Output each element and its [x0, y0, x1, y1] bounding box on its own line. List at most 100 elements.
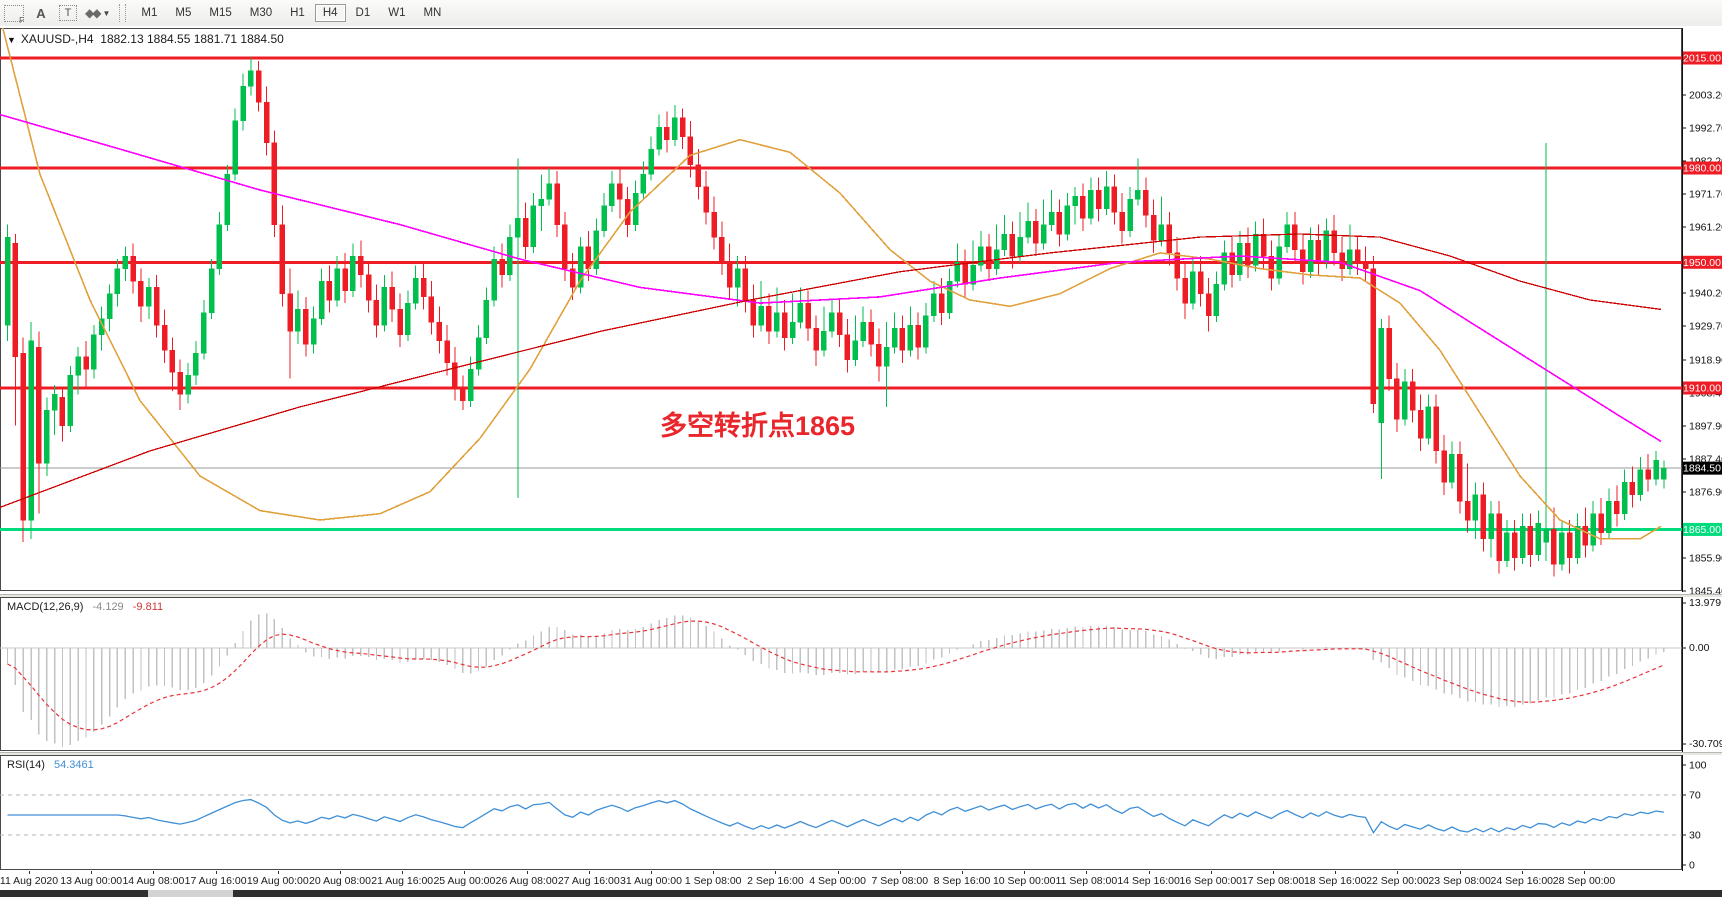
bottom-scrollbar[interactable]	[0, 890, 1722, 897]
time-label: 13 Aug 00:00	[60, 875, 123, 887]
time-tick	[899, 871, 901, 874]
svg-text:2015.00: 2015.00	[1683, 53, 1721, 65]
ma-magenta	[0, 113, 1662, 443]
timeframe-button-h1[interactable]: H1	[290, 7, 305, 19]
svg-text:1992.70: 1992.70	[1689, 123, 1722, 135]
symbol-dropdown-icon[interactable]: ▼	[7, 35, 16, 45]
candles	[0, 28, 1667, 577]
text-a-icon[interactable]: A	[36, 5, 46, 21]
dropdown-caret-icon[interactable]: ▼	[102, 8, 111, 18]
time-tick	[1521, 871, 1523, 874]
svg-text:-30.709: -30.709	[1689, 738, 1722, 750]
time-tick	[1459, 871, 1461, 874]
svg-text:13.979: 13.979	[1689, 597, 1721, 609]
svg-text:1918.90: 1918.90	[1689, 355, 1722, 367]
toolbar-grip[interactable]	[119, 4, 127, 22]
time-label: 14 Aug 08:00	[122, 875, 185, 887]
timeframe-button-m30[interactable]: M30	[249, 7, 273, 19]
time-tick	[1210, 871, 1212, 874]
time-tick	[651, 871, 652, 874]
svg-text:1940.20: 1940.20	[1689, 288, 1722, 300]
time-tick	[1148, 871, 1150, 874]
rsi-canvas[interactable]: 100 70 30 0	[0, 755, 1722, 872]
macd-panel[interactable]: 13.979 0.00 -30.709 MACD(12,26,9) -4.129 -…	[0, 597, 1722, 752]
macd-label: MACD(12,26,9) -4.129 -9.811	[7, 601, 164, 613]
time-tick	[588, 871, 590, 874]
time-tick	[713, 871, 715, 874]
svg-text:1865.00: 1865.00	[1683, 524, 1721, 536]
macd-main-value: -4.129	[92, 601, 124, 613]
time-label: 25 Aug 00:00	[433, 875, 496, 887]
text-label-icon[interactable]: T	[56, 2, 80, 24]
cursor-arrows-icon[interactable]: ◆◆ ▼	[85, 6, 111, 20]
time-label: 4 Sep 00:00	[809, 875, 866, 887]
rsi-panel[interactable]: 100 70 30 0 RSI(14) 54.3461	[0, 755, 1722, 872]
time-tick	[1584, 871, 1585, 874]
timeframe-button-mn[interactable]: MN	[423, 7, 442, 19]
svg-text:30: 30	[1689, 830, 1701, 842]
svg-text:0.00: 0.00	[1689, 642, 1710, 654]
time-tick	[1273, 871, 1274, 874]
time-label: 17 Sep 08:00	[1241, 875, 1305, 887]
svg-text:1950.00: 1950.00	[1683, 257, 1721, 269]
time-label: 22 Sep 00:00	[1366, 875, 1429, 887]
ma-orange	[1, 28, 1662, 540]
svg-text:1961.20: 1961.20	[1689, 222, 1722, 234]
symbol-ohlc-header: ▼ XAUUSD-,H4 1882.13 1884.55 1881.71 1884…	[7, 32, 284, 46]
time-label: 2 Sep 16:00	[747, 875, 804, 887]
time-label: 7 Sep 08:00	[871, 875, 929, 887]
svg-text:1897.90: 1897.90	[1689, 421, 1722, 433]
time-tick	[1335, 871, 1337, 874]
timeframe-button-h4[interactable]: H4	[314, 4, 346, 22]
time-tick	[1086, 871, 1088, 874]
price-chart-panel[interactable]: 2003.201992.701982.201971.701961.201940.…	[0, 26, 1722, 598]
svg-text:100: 100	[1689, 760, 1707, 772]
time-label: 27 Aug 16:00	[557, 875, 620, 887]
time-label: 17 Aug 16:00	[184, 875, 247, 887]
macd-signal-value: -9.811	[132, 601, 164, 613]
scrollbar-thumb[interactable]	[148, 890, 233, 897]
time-tick	[277, 871, 279, 874]
ohlc-values: 1882.13 1884.55 1881.71 1884.50	[100, 32, 284, 46]
ma-red	[0, 233, 1662, 509]
svg-text:1845.40: 1845.40	[1689, 586, 1722, 594]
time-label: 8 Sep 16:00	[933, 875, 991, 887]
time-tick	[91, 871, 93, 874]
time-tick	[153, 871, 155, 874]
timeframe-button-w1[interactable]: W1	[388, 7, 406, 19]
time-label: 19 Aug 00:00	[246, 875, 309, 887]
svg-text:1876.90: 1876.90	[1689, 487, 1722, 499]
time-label: 28 Sep 00:00	[1552, 875, 1616, 887]
time-tick	[775, 871, 777, 874]
time-axis[interactable]: 11 Aug 2020 13 Aug 00:00 14 Aug 08:00 17 Au…	[0, 871, 1722, 890]
time-label: 21 Aug 16:00	[371, 875, 434, 887]
svg-text:0: 0	[1689, 860, 1695, 872]
svg-text:1884.50: 1884.50	[1683, 463, 1721, 475]
macd-canvas[interactable]: 13.979 0.00 -30.709	[0, 597, 1722, 752]
time-label: 10 Sep 00:00	[992, 875, 1056, 887]
svg-text:70: 70	[1689, 790, 1701, 802]
toolbar: F A T ◆◆ ▼ M1 M5 M15 M30 H1 H4 D1 W1 MN	[0, 0, 1722, 27]
time-tick	[29, 871, 30, 874]
svg-text:1910.00: 1910.00	[1683, 383, 1721, 395]
rsi-value: 54.3461	[53, 759, 94, 771]
time-tick	[340, 871, 341, 874]
timeframe-button-d1[interactable]: D1	[355, 7, 371, 19]
time-tick	[402, 871, 404, 874]
fibo-grid-icon[interactable]: F	[2, 2, 26, 25]
timeframe-button-m15[interactable]: M15	[209, 7, 232, 19]
timeframe-bar: M1 M5 M15 M30 H1 H4 D1 W1 MN	[132, 4, 450, 22]
price-chart-canvas[interactable]: 2003.201992.701982.201971.701961.201940.…	[0, 26, 1722, 598]
time-label: 18 Sep 16:00	[1303, 875, 1367, 887]
time-tick	[464, 871, 466, 874]
timeframe-button-m5[interactable]: M5	[175, 7, 192, 19]
svg-text:1980.00: 1980.00	[1683, 163, 1721, 175]
symbol-name: XAUUSD-,H4	[20, 32, 94, 46]
time-label: 23 Sep 08:00	[1428, 875, 1491, 887]
timeframe-button-m1[interactable]: M1	[141, 7, 158, 19]
svg-text:1855.90: 1855.90	[1689, 553, 1722, 565]
time-tick	[1024, 871, 1026, 874]
time-tick	[1397, 871, 1399, 874]
time-label: 31 Aug 00:00	[620, 875, 682, 887]
